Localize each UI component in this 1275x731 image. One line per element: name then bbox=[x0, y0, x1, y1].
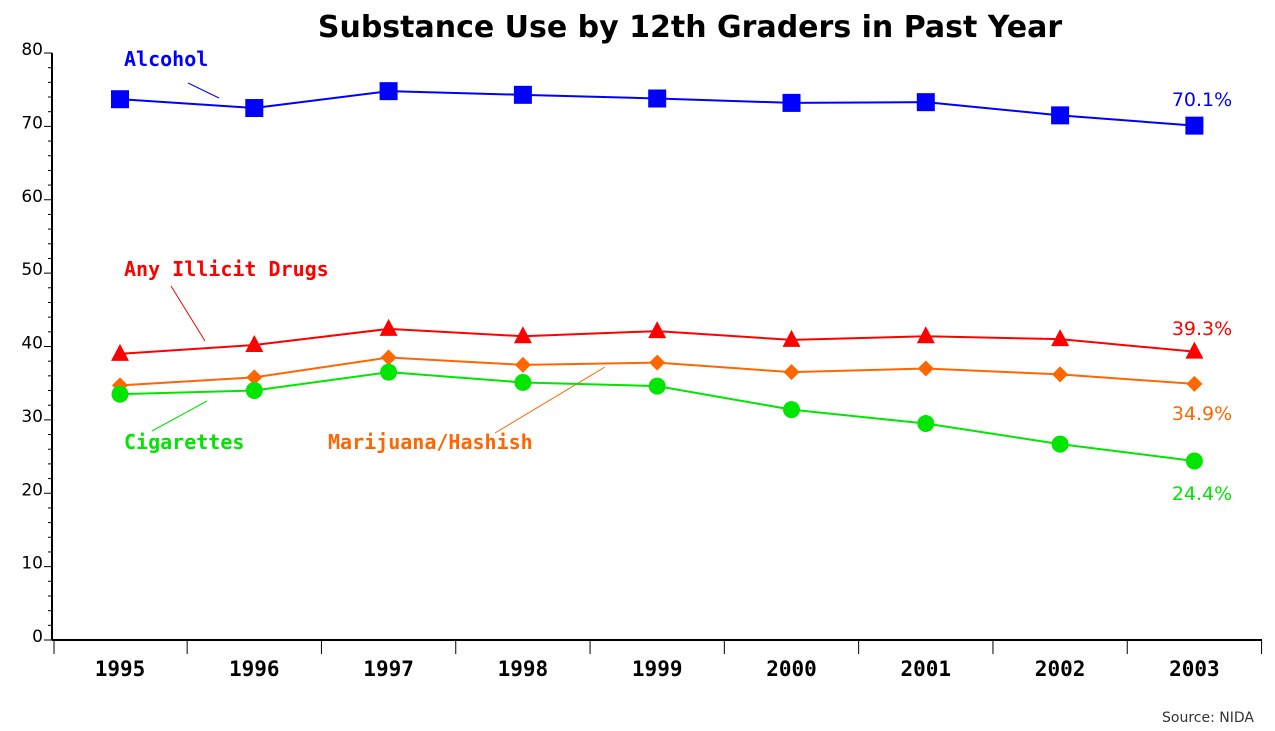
leader-line-marijuana-hashish bbox=[494, 366, 606, 434]
x-tick-label-1997: 1997 bbox=[363, 657, 414, 681]
data-point-cigarettes-2003 bbox=[1185, 452, 1203, 470]
series-alcohol bbox=[111, 82, 1204, 135]
data-point-cigarettes-1998 bbox=[514, 373, 532, 391]
x-tick-label-1996: 1996 bbox=[229, 657, 280, 681]
data-point-any-illicit-drugs-2002 bbox=[1051, 329, 1070, 347]
y-tick-label: 30 bbox=[21, 407, 43, 427]
series-cigarettes bbox=[111, 363, 1203, 470]
data-point-alcohol-1996 bbox=[245, 99, 264, 118]
series-labels: Alcohol 70.1% Any Illicit Drugs 39.3% Mariju… bbox=[124, 47, 1232, 505]
data-point-marijuana-hashish-2000 bbox=[783, 364, 800, 381]
leader-line-cigarettes bbox=[151, 400, 208, 432]
y-tick-label: 50 bbox=[21, 260, 43, 280]
chart-title: Substance Use by 12th Graders in Past Ye… bbox=[318, 10, 1062, 45]
series-marijuana-hashish bbox=[112, 349, 1203, 394]
end-value-label-alcohol: 70.1% bbox=[1172, 89, 1232, 111]
data-point-cigarettes-1995 bbox=[111, 385, 129, 403]
data-point-marijuana-hashish-2003 bbox=[1186, 375, 1203, 392]
y-tick-label: 60 bbox=[21, 187, 43, 207]
y-tick-label: 0 bbox=[32, 627, 43, 647]
end-value-label-any-illicit-drugs: 39.3% bbox=[1172, 318, 1232, 340]
y-axis: 0 10 20 30 40 50 60 70 80 bbox=[21, 40, 53, 647]
x-tick-label-1995: 1995 bbox=[95, 657, 146, 681]
data-point-cigarettes-2000 bbox=[783, 401, 800, 419]
series-layer bbox=[111, 82, 1204, 470]
data-point-alcohol-2000 bbox=[782, 93, 801, 112]
data-point-any-illicit-drugs-1995 bbox=[111, 343, 129, 361]
data-point-any-illicit-drugs-2001 bbox=[916, 326, 935, 344]
data-point-marijuana-hashish-2002 bbox=[1052, 366, 1069, 383]
data-point-marijuana-hashish-1999 bbox=[649, 354, 666, 371]
data-point-any-illicit-drugs-1999 bbox=[648, 321, 667, 339]
y-tick-label: 20 bbox=[21, 480, 43, 500]
data-point-any-illicit-drugs-1996 bbox=[245, 335, 264, 353]
data-point-marijuana-hashish-1997 bbox=[380, 349, 397, 366]
series-label-alcohol: Alcohol bbox=[124, 47, 208, 71]
data-point-any-illicit-drugs-1998 bbox=[513, 326, 532, 344]
series-label-marijuana-hashish: Marijuana/Hashish bbox=[328, 430, 533, 454]
x-axis: 1995 1996 1997 1998 1999 2000 2001 2002 2003 bbox=[52, 639, 1263, 681]
x-tick-label-1999: 1999 bbox=[632, 657, 683, 681]
data-point-cigarettes-2002 bbox=[1051, 435, 1069, 453]
data-point-alcohol-1998 bbox=[513, 85, 532, 104]
data-point-any-illicit-drugs-2003 bbox=[1185, 341, 1204, 359]
data-point-any-illicit-drugs-2000 bbox=[782, 329, 801, 347]
series-any-illicit-drugs bbox=[111, 318, 1204, 361]
x-tick-label-2003: 2003 bbox=[1169, 657, 1220, 681]
data-point-alcohol-2001 bbox=[916, 93, 935, 112]
data-point-marijuana-hashish-2001 bbox=[917, 360, 934, 377]
data-point-cigarettes-1996 bbox=[245, 382, 263, 400]
data-point-marijuana-hashish-1998 bbox=[514, 356, 531, 373]
data-point-alcohol-1999 bbox=[648, 89, 667, 108]
data-point-alcohol-2002 bbox=[1051, 106, 1070, 125]
series-label-cigarettes: Cigarettes bbox=[124, 430, 244, 454]
end-value-label-marijuana-hashish: 34.9% bbox=[1172, 403, 1232, 425]
data-point-alcohol-1997 bbox=[379, 82, 398, 101]
y-tick-label: 40 bbox=[21, 334, 43, 354]
data-point-marijuana-hashish-1996 bbox=[246, 369, 263, 386]
data-point-alcohol-2003 bbox=[1185, 116, 1204, 135]
y-tick-label: 70 bbox=[21, 113, 43, 133]
leader-line-alcohol bbox=[187, 82, 220, 99]
x-tick-label-2002: 2002 bbox=[1035, 657, 1086, 681]
data-point-cigarettes-1997 bbox=[380, 363, 398, 381]
leader-line-any-illicit-drugs bbox=[170, 285, 206, 342]
source-note: Source: NIDA bbox=[1162, 710, 1254, 726]
data-point-alcohol-1995 bbox=[111, 90, 129, 109]
x-tick-label-2000: 2000 bbox=[766, 657, 817, 681]
series-label-any-illicit-drugs: Any Illicit Drugs bbox=[124, 257, 329, 281]
x-tick-label-2001: 2001 bbox=[901, 657, 952, 681]
series-label-leaders bbox=[151, 82, 606, 434]
end-value-label-cigarettes: 24.4% bbox=[1172, 483, 1232, 505]
data-point-cigarettes-2001 bbox=[917, 415, 935, 433]
data-point-any-illicit-drugs-1997 bbox=[379, 318, 398, 336]
x-tick-label-1998: 1998 bbox=[498, 657, 549, 681]
y-tick-label: 80 bbox=[21, 40, 43, 60]
data-point-cigarettes-1999 bbox=[648, 377, 666, 395]
y-tick-label: 10 bbox=[21, 554, 43, 574]
